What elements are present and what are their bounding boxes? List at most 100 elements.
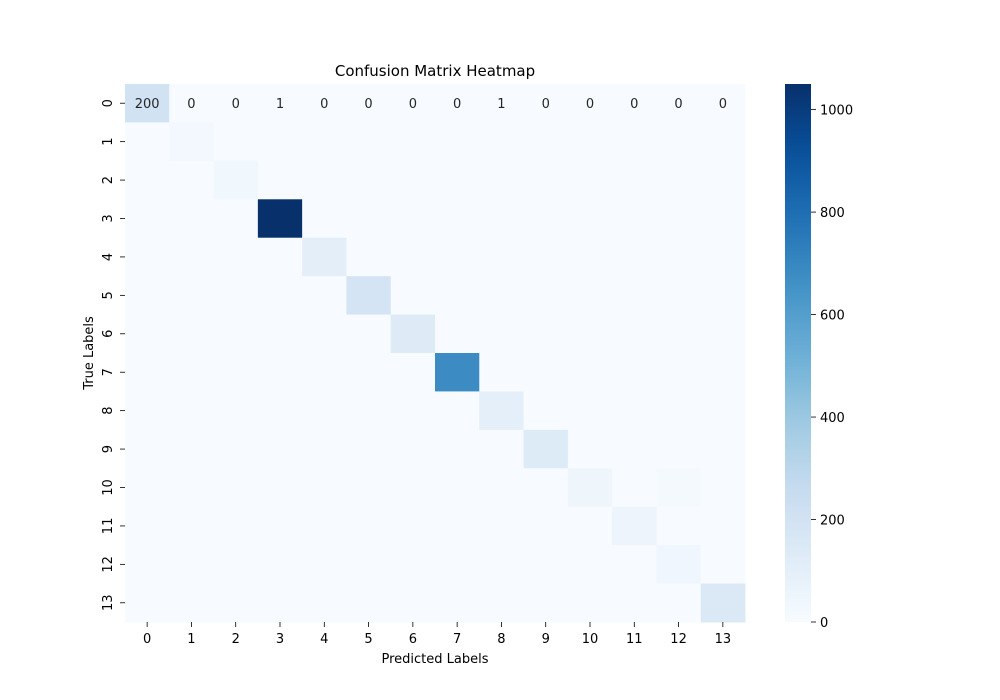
x-tick-label-9: 9 xyxy=(542,632,550,647)
heatmap-cell-r8-c3 xyxy=(257,391,303,431)
heatmap-cell-r5-c3 xyxy=(257,276,303,316)
heatmap-cell-r6-c7 xyxy=(435,314,480,354)
y-tick-label-7: 7 xyxy=(101,368,116,376)
heatmap-cell-r8-c2 xyxy=(213,391,259,431)
x-tick-label-7: 7 xyxy=(453,632,461,647)
heatmap-cell-r0-c6 xyxy=(390,84,436,123)
heatmap-cell-r2-c3 xyxy=(257,160,303,200)
y-tick-label-11: 11 xyxy=(101,518,116,535)
heatmap-cell-r10-c9 xyxy=(523,468,569,508)
heatmap-cell-r0-c13 xyxy=(700,84,746,123)
y-tick-label-13: 13 xyxy=(101,595,116,612)
chart-title: Confusion Matrix Heatmap xyxy=(335,62,535,80)
heatmap-cell-r11-c13 xyxy=(700,506,746,546)
heatmap-cell-r7-c3 xyxy=(257,353,303,392)
heatmap-cell-r7-c7 xyxy=(435,353,480,392)
heatmap-cell-r10-c6 xyxy=(390,468,436,508)
heatmap-cell-r1-c6 xyxy=(390,122,436,162)
x-tick-label-3: 3 xyxy=(276,632,284,647)
heatmap-cell-r7-c5 xyxy=(346,353,392,392)
heatmap-cell-r0-c7 xyxy=(435,84,480,123)
heatmap-cell-r6-c6 xyxy=(390,314,436,354)
heatmap-cell-r5-c9 xyxy=(523,276,569,316)
heatmap-cell-r4-c10 xyxy=(567,237,613,277)
heatmap-cell-r1-c9 xyxy=(523,122,569,162)
heatmap-cell-r9-c9 xyxy=(523,429,569,469)
heatmap-cell-r12-c0 xyxy=(125,545,170,585)
heatmap-cell-r0-c9 xyxy=(523,84,569,123)
heatmap-cell-r13-c13 xyxy=(700,583,746,623)
heatmap-cell-r1-c2 xyxy=(213,122,259,162)
heatmap-cell-r6-c1 xyxy=(169,314,215,354)
heatmap-cell-r10-c10 xyxy=(567,468,613,508)
x-tick-label-8: 8 xyxy=(497,632,505,647)
x-tick-label-10: 10 xyxy=(582,632,599,647)
heatmap-cell-r12-c9 xyxy=(523,545,569,585)
y-tick-label-0: 0 xyxy=(101,99,116,107)
heatmap-cell-r0-c1 xyxy=(169,84,215,123)
heatmap-cell-r12-c12 xyxy=(656,545,702,585)
heatmap-cell-r5-c7 xyxy=(435,276,480,316)
heatmap-cell-r8-c8 xyxy=(479,391,525,431)
heatmap-cell-r2-c8 xyxy=(479,160,525,200)
heatmap-cell-r4-c3 xyxy=(257,237,303,277)
y-tick-label-3: 3 xyxy=(101,214,116,222)
heatmap-cell-r3-c7 xyxy=(435,199,480,239)
heatmap-cell-r8-c13 xyxy=(700,391,746,431)
colorbar-tick-label-0: 0 xyxy=(820,616,828,631)
heatmap-cell-r10-c13 xyxy=(700,468,746,508)
heatmap-cell-r9-c10 xyxy=(567,429,613,469)
heatmap-cell-r7-c9 xyxy=(523,353,569,392)
heatmap-cell-r9-c8 xyxy=(479,429,525,469)
heatmap-cell-r2-c11 xyxy=(612,160,657,200)
heatmap-cell-r10-c4 xyxy=(302,468,347,508)
heatmap-cell-r7-c13 xyxy=(700,353,746,392)
heatmap-cell-r9-c4 xyxy=(302,429,347,469)
heatmap-cell-r0-c5 xyxy=(346,84,392,123)
heatmap-cell-r8-c11 xyxy=(612,391,657,431)
heatmap-cell-r5-c11 xyxy=(612,276,657,316)
heatmap-cell-r8-c5 xyxy=(346,391,392,431)
heatmap-cell-r4-c6 xyxy=(390,237,436,277)
heatmap-cell-r12-c2 xyxy=(213,545,259,585)
heatmap-cell-r11-c1 xyxy=(169,506,215,546)
cell-value-r0-c7: 0 xyxy=(453,97,461,112)
heatmap-cell-r11-c2 xyxy=(213,506,259,546)
y-tick-label-8: 8 xyxy=(101,407,116,415)
heatmap-cell-r3-c6 xyxy=(390,199,436,239)
heatmap-cell-r13-c2 xyxy=(213,583,259,623)
cell-value-r0-c12: 0 xyxy=(674,97,682,112)
heatmap-cell-r11-c0 xyxy=(125,506,170,546)
heatmap-cell-r3-c9 xyxy=(523,199,569,239)
heatmap-cell-r10-c2 xyxy=(213,468,259,508)
heatmap-cell-r7-c12 xyxy=(656,353,702,392)
heatmap-cell-r13-c7 xyxy=(435,583,480,623)
heatmap-cell-r12-c1 xyxy=(169,545,215,585)
heatmap-cell-r2-c12 xyxy=(656,160,702,200)
heatmap-cell-r1-c7 xyxy=(435,122,480,162)
heatmap-cell-r13-c9 xyxy=(523,583,569,623)
heatmap-cell-r6-c13 xyxy=(700,314,746,354)
heatmap-cell-r11-c11 xyxy=(612,506,657,546)
heatmap-cell-r0-c12 xyxy=(656,84,702,123)
colorbar xyxy=(785,84,811,622)
heatmap-cell-r4-c11 xyxy=(612,237,657,277)
heatmap-cell-r9-c13 xyxy=(700,429,746,469)
heatmap-cell-r0-c2 xyxy=(213,84,259,123)
heatmap-cell-r5-c4 xyxy=(302,276,347,316)
heatmap-cell-r4-c13 xyxy=(700,237,746,277)
heatmap-cell-r7-c4 xyxy=(302,353,347,392)
heatmap-cell-r10-c5 xyxy=(346,468,392,508)
y-tick-label-4: 4 xyxy=(101,253,116,261)
heatmap-cell-r8-c12 xyxy=(656,391,702,431)
heatmap-cell-r5-c12 xyxy=(656,276,702,316)
heatmap-cell-r1-c12 xyxy=(656,122,702,162)
cell-value-r0-c9: 0 xyxy=(542,97,550,112)
heatmap-cell-r12-c4 xyxy=(302,545,347,585)
heatmap-cell-r6-c4 xyxy=(302,314,347,354)
heatmap-cell-r5-c0 xyxy=(125,276,170,316)
heatmap-cell-r5-c5 xyxy=(346,276,392,316)
heatmap-cell-r0-c0 xyxy=(125,84,170,123)
heatmap-cell-labels: 200 0 0 1 0 0 0 0 1 0 0 0 0 0 xyxy=(135,97,727,112)
